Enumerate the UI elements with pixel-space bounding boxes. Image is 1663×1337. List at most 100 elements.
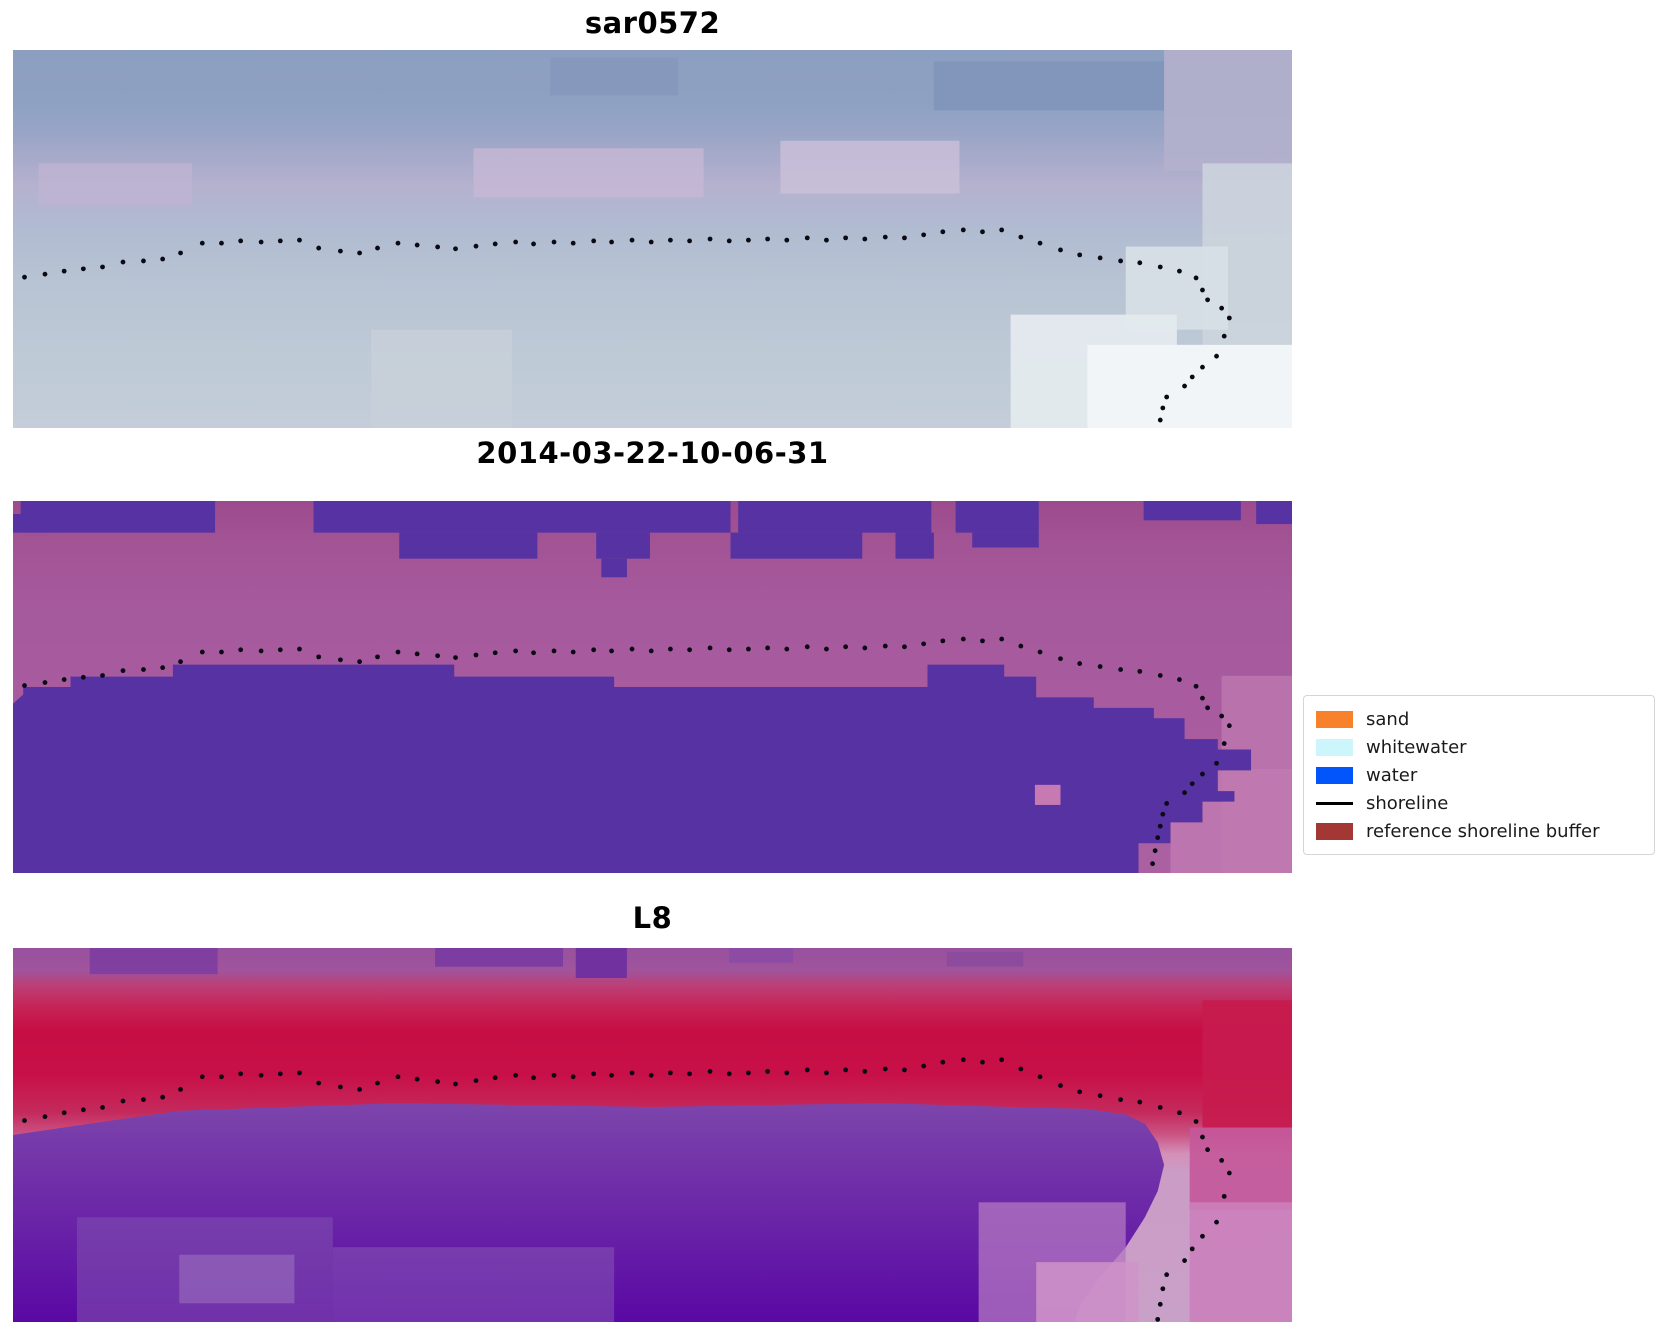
shoreline-dot (277, 238, 283, 244)
shoreline-dot (843, 1067, 849, 1073)
shoreline-dot (882, 1066, 888, 1072)
shoreline-dot (513, 1072, 519, 1078)
panel-svg-classified-2014-03-22 (13, 501, 1292, 873)
shoreline-dot (1155, 1316, 1161, 1322)
panel-svg-sar0572 (13, 50, 1292, 428)
shoreline-dot (1182, 383, 1187, 389)
shoreline-dot (453, 246, 458, 252)
shoreline-dot (1157, 823, 1163, 829)
shoreline-dot (199, 649, 205, 655)
shoreline-dot (551, 648, 557, 654)
shoreline-dot (1137, 260, 1143, 266)
shoreline-dot (199, 240, 205, 246)
shoreline-dot (824, 1070, 829, 1076)
shoreline-dot (492, 650, 498, 656)
shoreline-dot (1118, 1097, 1124, 1103)
shoreline-dot (940, 1059, 946, 1065)
legend-label: sand (1366, 708, 1410, 730)
shoreline-dot (492, 241, 498, 247)
shoreline-dot (513, 239, 519, 245)
shoreline-dot (609, 239, 614, 245)
shoreline-dot (999, 227, 1005, 233)
shoreline-dot (1200, 695, 1205, 701)
shoreline-dot (61, 677, 67, 682)
shoreline-dot (1200, 287, 1205, 293)
shoreline-dot (1097, 664, 1103, 669)
shoreline-dot (1157, 1301, 1163, 1307)
shoreline-dot (1193, 275, 1199, 281)
shoreline-dot (531, 1075, 536, 1081)
shoreline-dot (902, 644, 907, 650)
shoreline-dot (960, 636, 966, 642)
shoreline-dot (570, 1074, 576, 1080)
shoreline-dot (960, 1057, 966, 1063)
shoreline-dot (1037, 240, 1043, 246)
shoreline-dot (1182, 790, 1187, 796)
shoreline-dot (492, 1075, 498, 1081)
shoreline-dot (882, 643, 888, 649)
shoreline-dot (980, 1059, 985, 1065)
shoreline-dot (178, 659, 183, 665)
shoreline-dot (61, 268, 67, 274)
shoreline-dot (22, 683, 27, 688)
shoreline-dot (999, 636, 1005, 642)
shoreline-dot (316, 654, 322, 660)
shoreline-dot (824, 646, 829, 652)
shoreline-dot (1160, 1286, 1166, 1292)
shoreline-dot (629, 1070, 635, 1076)
shoreline-dot (707, 236, 713, 242)
shoreline-dot (1177, 1110, 1182, 1116)
shoreline-dot (1189, 1246, 1195, 1252)
shoreline-dot (1160, 405, 1166, 411)
shoreline-dot (1037, 1074, 1043, 1080)
shoreline-dot (277, 647, 283, 653)
shoreline-dot (80, 1107, 86, 1113)
shoreline-dot (1118, 258, 1124, 264)
shoreline-dot (1205, 705, 1210, 711)
shoreline-dot (1226, 315, 1232, 321)
shoreline-dot (219, 1074, 224, 1080)
shoreline-dot (1157, 1104, 1163, 1110)
shoreline-dot (219, 240, 224, 246)
shoreline-dot (940, 229, 946, 235)
shoreline-dot (921, 1063, 927, 1069)
shoreline-dot (258, 1072, 264, 1078)
shoreline-dot (357, 250, 363, 256)
shoreline-dot (1200, 1233, 1205, 1239)
shoreline-dot (1200, 364, 1205, 370)
shoreline-dot (1018, 234, 1024, 240)
shoreline-dot (902, 1067, 907, 1073)
shoreline-dot (1200, 771, 1205, 777)
shoreline-dot (1205, 297, 1210, 303)
shoreline-dot (668, 646, 673, 652)
panel-image-l8 (13, 948, 1292, 1322)
shoreline-dot (765, 645, 771, 651)
shoreline-dot (1037, 649, 1043, 655)
shoreline-dot (338, 248, 343, 254)
shoreline-dot (687, 1071, 692, 1077)
shoreline-dot (882, 234, 888, 240)
shoreline-dot (160, 1094, 166, 1100)
shoreline-dot (1177, 677, 1182, 682)
shoreline-dot (1152, 848, 1158, 854)
shoreline-dot (1226, 1170, 1232, 1176)
shoreline-dot (1077, 252, 1083, 258)
shoreline-dot (1058, 656, 1063, 662)
shoreline-dot (1214, 1219, 1219, 1225)
shoreline-dot (1221, 741, 1227, 746)
shoreline-dot (375, 654, 380, 660)
shoreline-dot (414, 242, 420, 248)
shoreline-dot (1214, 353, 1219, 359)
shoreline-dot (42, 271, 48, 277)
shoreline-dot (765, 1069, 771, 1074)
shoreline-dot (178, 1087, 183, 1092)
shoreline-dot (1160, 811, 1166, 817)
shoreline-dot (357, 1087, 363, 1092)
shoreline-dot (395, 1074, 401, 1080)
shoreline-dot (1157, 673, 1163, 678)
shoreline-dot (999, 1057, 1005, 1063)
shoreline-dot (609, 1072, 614, 1078)
legend-color-swatch (1316, 738, 1353, 756)
shoreline-dot (238, 238, 244, 244)
shoreline-dot (765, 236, 771, 242)
